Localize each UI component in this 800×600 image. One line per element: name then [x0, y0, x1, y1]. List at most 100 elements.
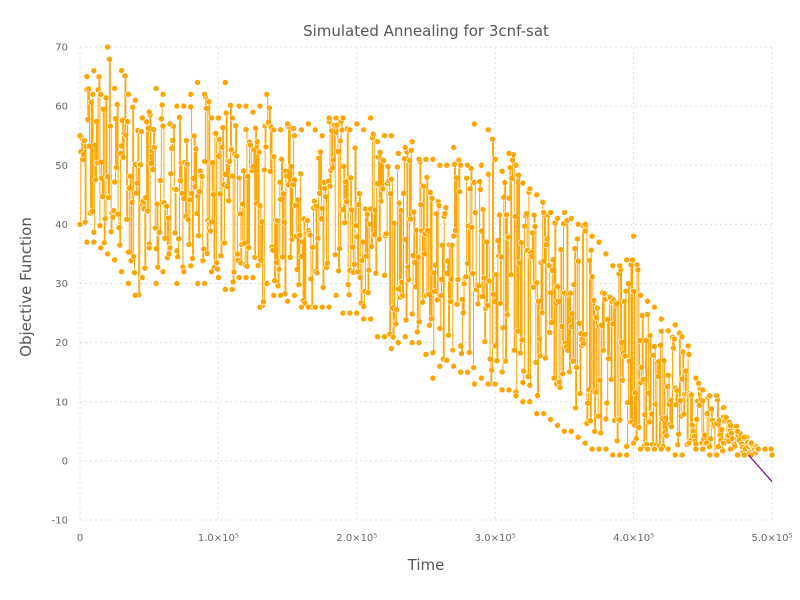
- data-point-max: [727, 422, 734, 429]
- data-point: [684, 342, 692, 350]
- data-point-max: [519, 179, 527, 187]
- data-point: [331, 251, 339, 258]
- data-point-max: [630, 232, 637, 240]
- data-point-max: [187, 91, 195, 98]
- data-point-max: [581, 221, 589, 228]
- data-point-max: [671, 321, 679, 329]
- data-point-max: [346, 126, 354, 134]
- y-tick-label: 20: [55, 338, 68, 349]
- data-point-max: [408, 138, 416, 145]
- data-point-min: [547, 416, 554, 423]
- data-point-min: [443, 357, 451, 364]
- data-point-max: [318, 132, 326, 139]
- data-point-min: [222, 286, 229, 293]
- data-point-max: [395, 150, 402, 157]
- data-point-min: [623, 451, 630, 459]
- data-point-max: [484, 126, 492, 134]
- data-point: [394, 163, 401, 171]
- data-point-max: [125, 91, 132, 98]
- data-point-min: [581, 439, 589, 447]
- data-point-max: [464, 161, 471, 169]
- data-point: [407, 147, 415, 154]
- data-point-min: [408, 339, 416, 346]
- data-point-min: [228, 286, 236, 293]
- data-point-max: [685, 351, 693, 358]
- data-point: [670, 335, 678, 343]
- data-point-max: [678, 333, 686, 341]
- x-tick-label: 5.0×10⁵: [751, 533, 792, 544]
- data-point-max: [547, 209, 554, 216]
- data-point-max: [263, 91, 271, 98]
- data-point-min: [401, 333, 409, 341]
- data-point-max: [256, 102, 264, 110]
- data-point-max: [533, 191, 541, 199]
- data-point-max: [325, 114, 333, 122]
- y-axis-label: Objective Function: [17, 217, 35, 357]
- data-point: [719, 447, 726, 455]
- data-point-min: [305, 303, 312, 311]
- data-point-max: [554, 215, 561, 222]
- data-point-max: [311, 126, 319, 134]
- data-point-min: [138, 274, 146, 281]
- data-point-min: [125, 280, 132, 287]
- data-point-max: [505, 150, 513, 157]
- data-point: [380, 157, 387, 164]
- data-point-min: [353, 309, 361, 317]
- data-point-min: [367, 315, 374, 323]
- data-point: [89, 91, 97, 98]
- data-point-max: [228, 114, 236, 122]
- data-point: [470, 364, 477, 371]
- data-point-min: [657, 445, 665, 453]
- data-point-max: [664, 327, 672, 335]
- chart-title: Simulated Annealing for 3cnf-sat: [303, 22, 549, 40]
- data-point: [138, 128, 145, 135]
- y-tick-label: 0: [62, 456, 68, 467]
- data-point-min: [637, 445, 644, 453]
- data-point-min: [429, 374, 437, 382]
- y-tick-label: 30: [55, 279, 68, 290]
- data-point-min: [415, 339, 423, 346]
- data-point-min: [194, 280, 201, 287]
- data-point-min: [360, 315, 368, 323]
- data-point-max: [588, 232, 596, 240]
- data-point: [456, 188, 464, 195]
- data-point-max: [401, 144, 409, 151]
- data-point-min: [235, 274, 243, 281]
- data-point-max: [97, 91, 105, 98]
- data-point-min: [339, 309, 347, 317]
- data-point: [428, 195, 436, 202]
- data-point-max: [173, 102, 181, 110]
- data-point-max: [277, 126, 284, 134]
- data-point-min: [201, 280, 208, 287]
- data-point-max: [602, 250, 610, 258]
- data-point-max: [132, 96, 139, 104]
- data-point-min: [588, 445, 596, 453]
- data-point-min: [609, 451, 617, 459]
- data-point-min: [464, 368, 471, 376]
- data-point-min: [291, 292, 298, 299]
- data-point-max: [471, 120, 478, 128]
- data-point-max: [270, 126, 278, 134]
- data-point-max: [443, 161, 451, 169]
- data-point-min: [90, 238, 98, 246]
- data-point: [587, 246, 595, 254]
- data-point-min: [664, 445, 672, 453]
- data-point: [251, 254, 259, 261]
- data-point-min: [97, 244, 105, 252]
- data-point-min: [505, 386, 513, 394]
- data-point: [221, 239, 228, 247]
- data-point: [262, 143, 270, 151]
- y-tick-label: 40: [55, 220, 68, 231]
- data-point-min: [595, 445, 603, 453]
- data-point-min: [574, 433, 582, 441]
- data-point-min: [118, 268, 125, 275]
- data-point: [629, 256, 637, 264]
- data-point-min: [616, 451, 624, 459]
- data-point-min: [381, 333, 388, 341]
- data-point-max: [706, 392, 714, 400]
- grid: [79, 46, 773, 521]
- y-tick-label: 10: [55, 397, 68, 408]
- data-point-max: [194, 79, 201, 86]
- data-point-min: [145, 244, 153, 252]
- data-point: [767, 445, 775, 453]
